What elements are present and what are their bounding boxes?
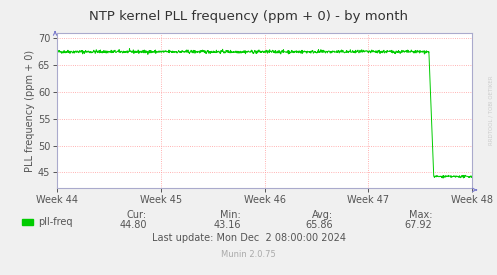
Text: Min:: Min: [220, 210, 241, 219]
Text: 65.86: 65.86 [305, 221, 333, 230]
Text: Last update: Mon Dec  2 08:00:00 2024: Last update: Mon Dec 2 08:00:00 2024 [152, 233, 345, 243]
Text: Avg:: Avg: [312, 210, 333, 219]
Text: Max:: Max: [409, 210, 432, 219]
Text: 43.16: 43.16 [214, 221, 241, 230]
Y-axis label: PLL frequency (ppm + 0): PLL frequency (ppm + 0) [25, 50, 35, 172]
Text: 44.80: 44.80 [119, 221, 147, 230]
Text: NTP kernel PLL frequency (ppm + 0) - by month: NTP kernel PLL frequency (ppm + 0) - by … [89, 10, 408, 23]
Text: Cur:: Cur: [127, 210, 147, 219]
Text: RRDTOOL / TOBI OETIKER: RRDTOOL / TOBI OETIKER [488, 75, 493, 145]
Text: 67.92: 67.92 [405, 221, 432, 230]
Text: Munin 2.0.75: Munin 2.0.75 [221, 250, 276, 259]
Text: pll-freq: pll-freq [38, 217, 73, 227]
